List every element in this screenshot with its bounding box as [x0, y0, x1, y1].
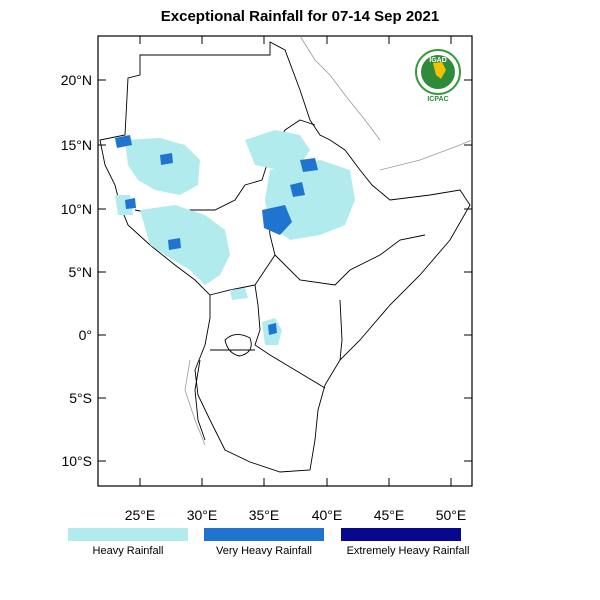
lon-tick-label: 45°E: [374, 507, 405, 523]
lat-tick-label: 10°N: [61, 201, 92, 217]
lat-tick-label: 0°: [79, 327, 92, 343]
plot-frame: [97, 35, 473, 487]
lake-tanganyika: [194, 359, 206, 441]
tick-marks: [98, 36, 472, 486]
legend-swatch-extremely-heavy: [341, 528, 461, 541]
legend-label-heavy: Heavy Rainfall: [92, 545, 164, 557]
legend-swatch-heavy: [68, 528, 188, 541]
lat-tick-label: 10°S: [61, 453, 92, 469]
logo-name: IGAD: [429, 57, 447, 64]
lake-victoria: [224, 334, 252, 357]
lat-tick-label: 5°N: [69, 264, 93, 280]
igad-logo: IGAD ICPAC: [415, 49, 461, 103]
lat-tick-labels: 20°N 15°N 10°N 5°N 0° 5°S 10°S: [61, 72, 92, 469]
lat-tick-label: 5°S: [69, 390, 92, 406]
lon-tick-label: 40°E: [312, 507, 343, 523]
legend-swatch-very-heavy: [204, 528, 324, 541]
very-heavy-rainfall-areas: [115, 135, 318, 335]
legend-label-extremely-heavy: Extremely Heavy Rainfall: [346, 545, 470, 557]
lon-tick-label: 35°E: [249, 507, 280, 523]
africa-icon: [433, 62, 446, 79]
lon-tick-label: 50°E: [436, 507, 467, 523]
lat-tick-label: 20°N: [61, 72, 92, 88]
lon-tick-labels: 25°E 30°E 35°E 40°E 45°E 50°E: [125, 507, 467, 523]
border-kenya-somalia: [339, 299, 343, 361]
lon-tick-label: 25°E: [125, 507, 156, 523]
lon-tick-label: 30°E: [187, 507, 218, 523]
legend-label-very-heavy: Very Heavy Rainfall: [216, 545, 312, 557]
map-title: Exceptional Rainfall for 07-14 Sep 2021: [160, 8, 440, 25]
logo-subtitle: ICPAC: [427, 96, 448, 103]
neighbour-coastlines: [184, 35, 473, 446]
lat-tick-label: 15°N: [61, 137, 92, 153]
border-uganda-kenya: [254, 284, 326, 389]
border-ethiopia: [274, 234, 426, 286]
